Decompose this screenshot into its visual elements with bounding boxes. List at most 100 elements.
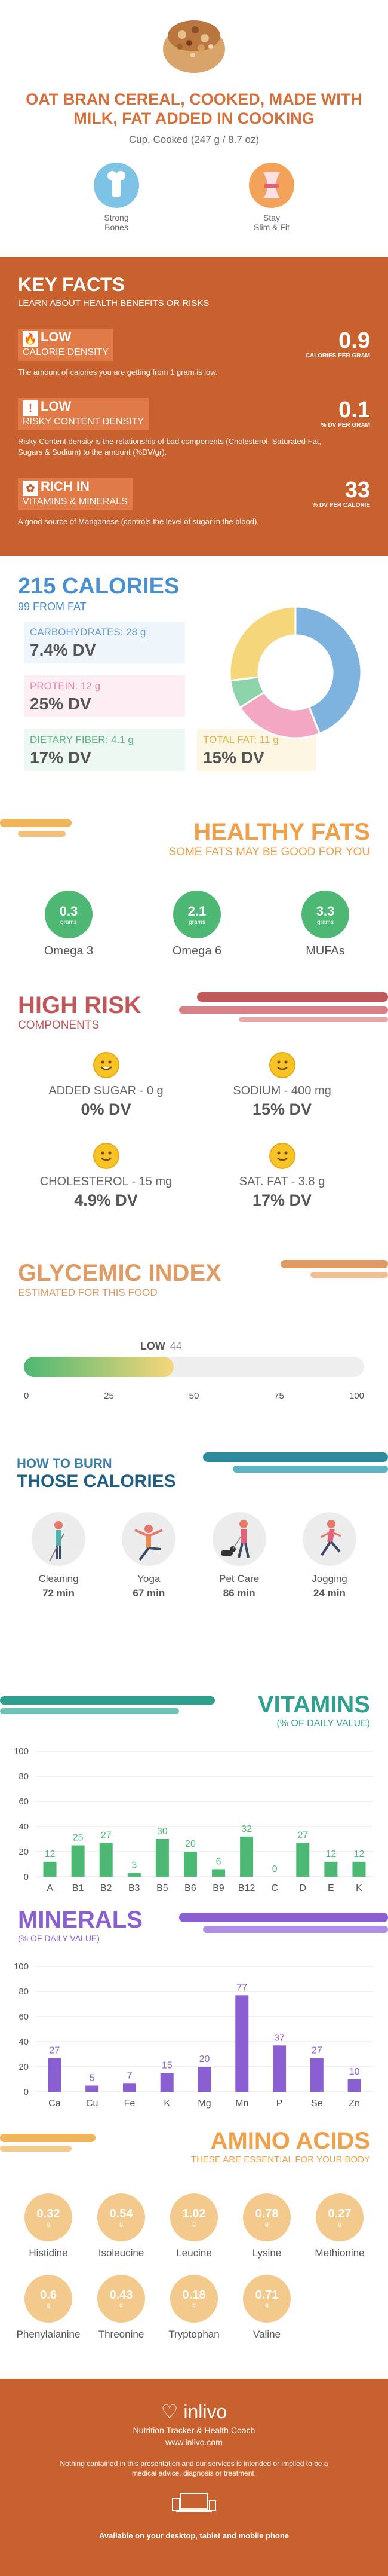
x-tick-label: Mg bbox=[198, 2098, 211, 2109]
risk-sodium: SODIUM - 400 mg 15% DV bbox=[194, 1052, 370, 1119]
fact-vitamins-minerals: ✿ RICH IN VITAMINS & MINERALS 33 % DV PER… bbox=[18, 478, 370, 527]
amino-title: AMINO ACIDS bbox=[210, 2128, 370, 2154]
fat-label: MUFAs bbox=[306, 944, 345, 957]
decorative-stripe bbox=[179, 1913, 388, 1933]
amino-badge: 0.27 g bbox=[316, 2193, 364, 2241]
bar-Cu bbox=[85, 2085, 99, 2092]
amino-label: Phenylalanine bbox=[16, 2329, 81, 2340]
activity-label: Cleaning bbox=[38, 1573, 79, 1584]
gauge-tick-label: 50 bbox=[189, 1391, 199, 1401]
amino-methionine: 0.27 g Methionine bbox=[303, 2193, 376, 2259]
macro-donut-chart bbox=[229, 605, 362, 739]
amino-badge: 0.43 g bbox=[97, 2275, 145, 2323]
food-title: OAT BRAN CEREAL, COOKED, MADE WITH MILK,… bbox=[26, 90, 362, 127]
minerals-title: MINERALS bbox=[18, 1907, 143, 1933]
bar-Ca bbox=[48, 2058, 61, 2092]
bar-value-label: 3 bbox=[131, 1861, 137, 1871]
amino-label: Histidine bbox=[29, 2247, 68, 2259]
cereal-bowl-image bbox=[158, 12, 230, 78]
amino-value: 0.71 bbox=[255, 2289, 279, 2302]
benefit-strong-bones: Strong Bones bbox=[84, 163, 149, 232]
availability-note: Available on your desktop, tablet and mo… bbox=[98, 2531, 290, 2540]
fact-description: The amount of calories you are getting f… bbox=[18, 368, 218, 377]
bar-Zn bbox=[347, 2079, 361, 2092]
macro-label: TOTAL FAT: 11 g bbox=[203, 734, 279, 745]
amino-section: AMINO ACIDS THESE ARE ESSENTIAL FOR YOUR… bbox=[0, 2122, 388, 2379]
bar-value-label: 27 bbox=[312, 2045, 322, 2055]
x-tick-label: B6 bbox=[184, 1883, 196, 1893]
risk-dv: 4.9% DV bbox=[74, 1191, 138, 1209]
amino-unit: g bbox=[338, 2221, 341, 2228]
fact-tag: ! LOW RISKY CONTENT DENSITY bbox=[18, 398, 149, 430]
donut-slice-fat bbox=[229, 605, 297, 682]
gauge-tick-label: 0 bbox=[24, 1391, 29, 1401]
bar-value-label: 12 bbox=[325, 1849, 336, 1859]
fat-badge: 2.1 grams bbox=[173, 891, 221, 938]
x-tick-label: Cu bbox=[86, 2098, 98, 2109]
amino-badge: 0.32 g bbox=[24, 2193, 72, 2241]
y-tick-label: 0 bbox=[24, 2087, 29, 2097]
key-facts-title: KEY FACTS bbox=[18, 274, 125, 295]
y-tick-label: 0 bbox=[24, 1872, 29, 1882]
amino-label: Valine bbox=[253, 2329, 281, 2340]
bone-icon bbox=[94, 163, 139, 208]
risk-label: ADDED SUGAR - 0 g bbox=[48, 1084, 164, 1097]
vitamins-title: VITAMINS bbox=[257, 1691, 370, 1718]
vitamins-subtitle: (% OF DAILY VALUE) bbox=[276, 1718, 370, 1728]
fat-unit: grams bbox=[189, 919, 205, 926]
fact-description: Risky Content density is the relationshi… bbox=[18, 437, 321, 457]
vitamins-section: VITAMINS (% OF DAILY VALUE) 0 20 40 60 80 100… bbox=[0, 1691, 388, 1907]
amino-value: 0.43 bbox=[109, 2289, 133, 2302]
amino-histidine: 0.32 g Histidine bbox=[12, 2193, 85, 2259]
y-tick-label: 80 bbox=[19, 1987, 29, 1997]
amino-value: 0.27 bbox=[328, 2207, 352, 2220]
calories-title: 215 CALORIES bbox=[18, 574, 180, 599]
y-tick-label: 100 bbox=[14, 1962, 29, 1972]
fact-unit: CALORIES PER GRAM bbox=[305, 353, 370, 359]
amino-lysine: 0.78 g Lysine bbox=[230, 2193, 303, 2259]
activity-minutes: 72 min bbox=[42, 1587, 75, 1599]
macro-dv: 7.4% DV bbox=[30, 641, 96, 659]
bar-B6 bbox=[183, 1852, 197, 1877]
activity-minutes: 24 min bbox=[313, 1587, 346, 1599]
bar-K bbox=[352, 1861, 366, 1877]
bar-value-label: 6 bbox=[216, 1856, 221, 1867]
bar-value-label: 10 bbox=[349, 2067, 360, 2077]
fact-label: CALORIE DENSITY bbox=[23, 347, 109, 357]
amino-unit: g bbox=[265, 2221, 269, 2228]
fact-label: VITAMINS & MINERALS bbox=[23, 497, 128, 507]
brand-url[interactable]: www.inlivo.com bbox=[165, 2437, 223, 2447]
activity-label: Pet Care bbox=[219, 1573, 260, 1584]
minerals-section: MINERALS (% OF DAILY VALUE) 0 20 40 60 80 100… bbox=[0, 1907, 388, 2122]
decorative-stripe bbox=[281, 1260, 388, 1278]
vitamins-bar-chart: 0 20 40 60 80 100 12 A 25 B1 27 B2 3 B3 30 B5 20 B6 6 B9 32 B… bbox=[14, 1746, 373, 1893]
key-facts-subtitle: LEARN ABOUT HEALTH BENEFITS OR RISKS bbox=[18, 298, 210, 308]
donut-slice-carbs bbox=[294, 605, 362, 735]
brand-logo[interactable]: ♡ inlivo bbox=[0, 2400, 388, 2423]
fact-label: RISKY CONTENT DENSITY bbox=[23, 417, 144, 427]
activity-minutes: 67 min bbox=[133, 1587, 165, 1599]
amino-unit: g bbox=[47, 2221, 50, 2228]
fact-value: 33 bbox=[344, 478, 370, 503]
bar-P bbox=[273, 2045, 287, 2092]
high-risk-title: HIGH RISK bbox=[18, 992, 141, 1018]
healthy-fats-section: HEALTHY FATS SOME FATS MAY BE GOOD FOR Y… bbox=[0, 807, 388, 980]
risk-sat-fat: SAT. FAT - 3.8 g 17% DV bbox=[194, 1143, 370, 1210]
amino-value: 0.6 bbox=[40, 2289, 57, 2302]
fact-value: 0.1 bbox=[338, 397, 370, 423]
cleaning-icon bbox=[32, 1512, 85, 1566]
amino-unit: g bbox=[47, 2302, 50, 2309]
calories-section: 215 CALORIES 99 FROM FAT CARBOHYDRATES: … bbox=[0, 556, 388, 807]
macro-fiber: DIETARY FIBER: 4.1 g 17% DV bbox=[24, 729, 185, 771]
amino-unit: g bbox=[192, 2302, 196, 2309]
x-tick-label: Zn bbox=[349, 2098, 360, 2109]
risk-cholesterol: CHOLESTEROL - 15 mg 4.9% DV bbox=[18, 1143, 194, 1210]
fact-risky-density: ! LOW RISKY CONTENT DENSITY 0.1 % DV PER … bbox=[18, 398, 370, 458]
x-tick-label: Ca bbox=[48, 2098, 61, 2109]
macro-label: CARBOHYDRATES: 28 g bbox=[30, 626, 146, 638]
amino-valine: 0.71 g Valine bbox=[230, 2275, 303, 2341]
fat-omega-6: 2.1 grams Omega 6 bbox=[152, 891, 242, 958]
bar-B12 bbox=[240, 1836, 254, 1877]
bar-Fe bbox=[122, 2083, 136, 2092]
bar-value-label: 27 bbox=[297, 1830, 308, 1840]
